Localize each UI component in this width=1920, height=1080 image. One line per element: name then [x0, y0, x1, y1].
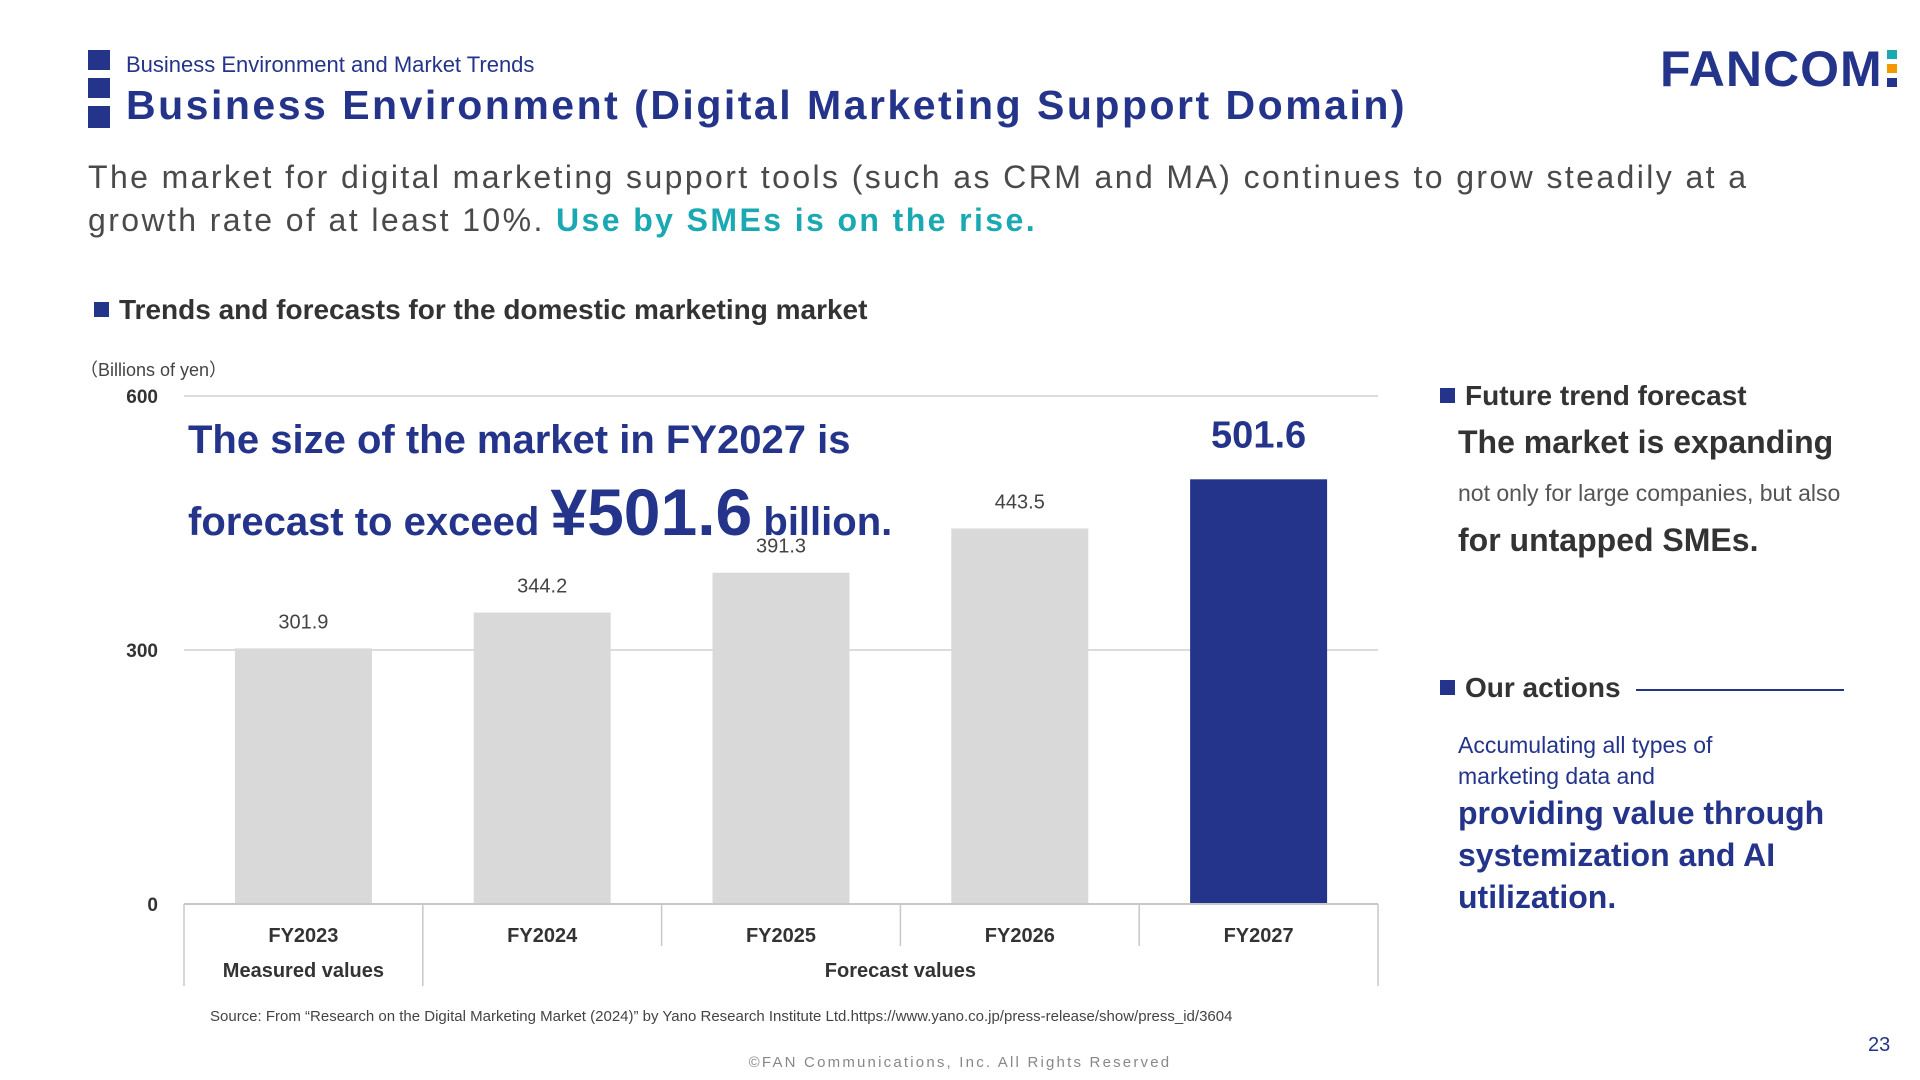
data-label: 443.5: [995, 492, 1045, 514]
square-bullet-icon: [1440, 388, 1455, 403]
actions-headline: providing value through systemization an…: [1458, 795, 1825, 915]
forecast-heading: Future trend forecast: [1440, 380, 1900, 412]
page-number: 23: [1868, 1034, 1891, 1056]
forecast-heading-text: Future trend forecast: [1465, 380, 1747, 411]
lead-accent: Use by SMEs is on the rise.: [556, 202, 1037, 238]
y-tick-label: 600: [126, 387, 158, 408]
chart-highlight-text: The size of the market in FY2027 is fore…: [188, 404, 892, 558]
chart-unit-label: （Billions of yen）: [80, 360, 228, 380]
highlight-post: billion.: [752, 500, 893, 544]
logo-mark-icon: [1886, 50, 1897, 88]
data-label: 391.3: [756, 536, 806, 558]
bar-FY2027: [1190, 479, 1328, 904]
bar-FY2026: [951, 528, 1089, 904]
data-label: 344.2: [517, 576, 567, 598]
header-squares-icon: [88, 50, 110, 128]
forecast-headline-2: for untapped SMEs.: [1458, 522, 1759, 558]
bar-FY2024: [473, 612, 611, 904]
highlight-line-1: The size of the market in FY2027 is: [188, 418, 851, 462]
actions-heading-text: Our actions: [1465, 672, 1621, 703]
section-heading: Trends and forecasts for the domestic ma…: [94, 294, 867, 326]
section-heading-text: Trends and forecasts for the domestic ma…: [119, 294, 868, 325]
company-logo: FANCOM: [1660, 40, 1897, 98]
data-label: 501.6: [1211, 414, 1306, 456]
x-tick-label: FY2027: [1224, 925, 1294, 947]
copyright: ©FAN Communications, Inc. All Rights Res…: [748, 1054, 1172, 1071]
lead-text: The market for digital marketing support…: [88, 159, 1749, 238]
actions-divider: [1636, 689, 1844, 691]
x-tick-label: FY2024: [507, 925, 578, 947]
source-note: Source: From “Research on the Digital Ma…: [210, 1008, 1233, 1025]
square-bullet-icon: [1440, 680, 1455, 695]
y-tick-label: 0: [147, 895, 158, 916]
actions-text: Accumulating all types of marketing data…: [1458, 732, 1713, 789]
square-bullet-icon: [94, 302, 109, 317]
group-label: Forecast values: [825, 960, 976, 982]
logo-text: FANCOM: [1660, 41, 1883, 97]
y-tick-label: 300: [126, 641, 158, 662]
x-tick-label: FY2023: [268, 925, 338, 947]
lead-paragraph: The market for digital marketing support…: [88, 156, 1848, 242]
forecast-headline: The market is expanding: [1458, 424, 1834, 460]
bar-FY2023: [234, 648, 372, 904]
page-title: Business Environment (Digital Marketing …: [126, 82, 1408, 128]
data-label: 301.9: [278, 611, 328, 633]
forecast-text: not only for large companies, but also: [1458, 480, 1841, 506]
x-tick-label: FY2026: [985, 925, 1055, 947]
highlight-pre: forecast to exceed: [188, 500, 551, 544]
bar-FY2025: [712, 572, 850, 904]
group-label: Measured values: [223, 960, 384, 982]
actions-heading: Our actions: [1440, 672, 1900, 704]
x-tick-label: FY2025: [746, 925, 816, 947]
highlight-line-2: forecast to exceed ¥501.6 billion.: [188, 476, 892, 558]
highlight-big-value: ¥501.6: [550, 475, 753, 549]
header-subtitle: Business Environment and Market Trends: [126, 52, 535, 77]
